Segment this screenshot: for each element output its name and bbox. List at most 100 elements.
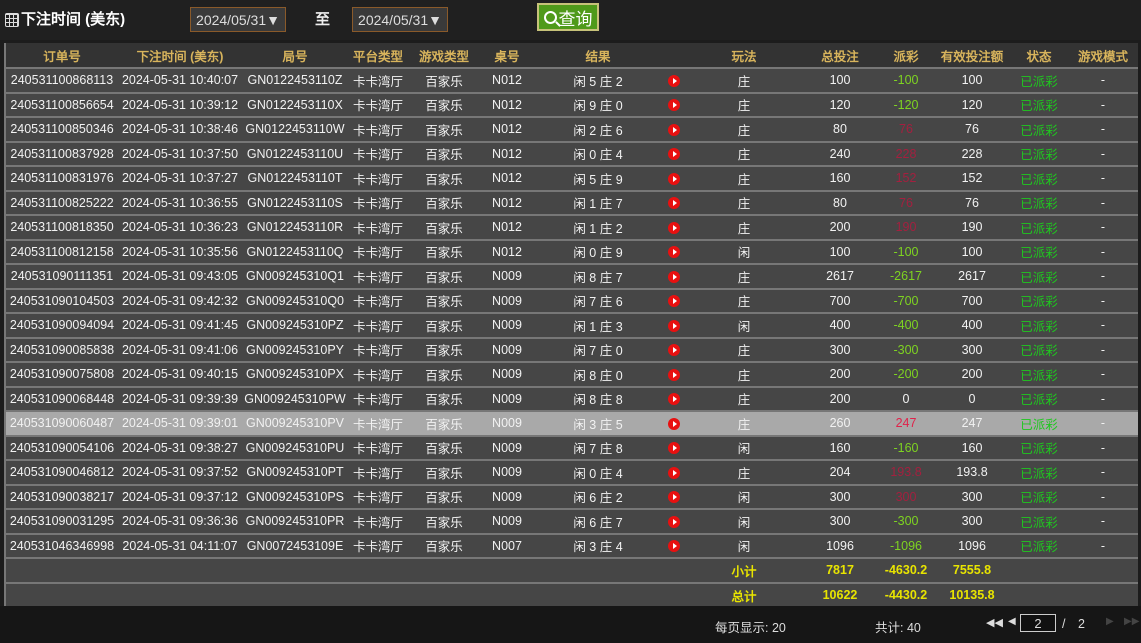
play-video-icon[interactable] bbox=[668, 74, 680, 87]
play-video-icon[interactable] bbox=[668, 99, 680, 112]
table-row[interactable]: 240531100831976 2024-05-31 10:37:27 GN0122… bbox=[6, 165, 1138, 191]
table-row[interactable]: 240531090104503 2024-05-31 09:42:32 GN0092… bbox=[6, 287, 1138, 313]
bet-time-cell: 2024-05-31 10:37:50 bbox=[118, 140, 242, 166]
round-id-cell: GN0122453110Q bbox=[242, 238, 348, 264]
summary-cell: 10135.8 bbox=[934, 581, 1010, 607]
column-header: 平台类型 bbox=[348, 43, 408, 68]
payout-cell: 152 bbox=[878, 165, 934, 191]
valid-bet-cell: 120 bbox=[934, 91, 1010, 117]
play-video-icon[interactable] bbox=[668, 197, 680, 210]
replay-cell bbox=[662, 189, 686, 215]
table-row[interactable]: 240531100812158 2024-05-31 10:35:56 GN0122… bbox=[6, 238, 1138, 264]
table-row[interactable]: 240531090111351 2024-05-31 09:43:05 GN0092… bbox=[6, 263, 1138, 289]
valid-bet-cell: 0 bbox=[934, 385, 1010, 411]
table-row[interactable]: 240531100868113 2024-05-31 10:40:07 GN0122… bbox=[6, 67, 1138, 93]
table-no-cell: N012 bbox=[480, 140, 534, 166]
play-video-icon[interactable] bbox=[668, 515, 680, 528]
game-type-cell: 百家乐 bbox=[408, 67, 480, 93]
bet-time-cell: 2024-05-31 04:11:07 bbox=[118, 532, 242, 558]
play-video-icon[interactable] bbox=[668, 246, 680, 259]
result-cell: 闲 8 庄 8 bbox=[534, 385, 662, 411]
summary-cell: 总计 bbox=[686, 581, 802, 607]
summary-cell bbox=[662, 557, 686, 583]
status-cell: 已派彩 bbox=[1010, 312, 1068, 338]
play-video-icon[interactable] bbox=[668, 221, 680, 234]
play-video-icon[interactable] bbox=[668, 172, 680, 185]
play-video-icon[interactable] bbox=[668, 466, 680, 479]
table-row[interactable]: 240531100837928 2024-05-31 10:37:50 GN0122… bbox=[6, 140, 1138, 166]
table-row[interactable]: 240531046346998 2024-05-31 04:11:07 GN0072… bbox=[6, 532, 1138, 558]
result-cell: 闲 3 庄 5 bbox=[534, 410, 662, 436]
replay-cell bbox=[662, 116, 686, 142]
search-icon bbox=[543, 10, 557, 24]
play-video-icon[interactable] bbox=[668, 319, 680, 332]
table-row[interactable]: 240531100856654 2024-05-31 10:39:12 GN0122… bbox=[6, 91, 1138, 117]
table-row[interactable]: 240531090068448 2024-05-31 09:39:39 GN0092… bbox=[6, 385, 1138, 411]
valid-bet-cell: 300 bbox=[934, 483, 1010, 509]
order-id-cell: 240531090060487 bbox=[6, 410, 118, 436]
play-video-icon[interactable] bbox=[668, 368, 680, 381]
table-row[interactable]: 240531090031295 2024-05-31 09:36:36 GN0092… bbox=[6, 508, 1138, 534]
pagination-bar: 每页显示: 20 共计: 40 ◀◀ ◀ / 2 ▶ ▶▶ bbox=[0, 606, 1141, 643]
round-id-cell: GN009245310PR bbox=[242, 508, 348, 534]
total-bet-cell: 204 bbox=[802, 459, 878, 485]
play-video-icon[interactable] bbox=[668, 270, 680, 283]
replay-cell bbox=[662, 287, 686, 313]
table-no-cell: N012 bbox=[480, 116, 534, 142]
table-no-cell: N009 bbox=[480, 434, 534, 460]
query-button[interactable]: 查询 bbox=[537, 3, 599, 31]
table-row[interactable]: 240531090085838 2024-05-31 09:41:06 GN0092… bbox=[6, 336, 1138, 362]
filter-bar: 下注时间 (美东) 2024/05/31▼ 至 2024/05/31▼ 查询 bbox=[0, 0, 1141, 40]
table-row[interactable]: 240531090046812 2024-05-31 09:37:52 GN0092… bbox=[6, 459, 1138, 485]
table-row[interactable]: 240531090060487 2024-05-31 09:39:01 GN0092… bbox=[6, 410, 1138, 436]
date-from-select[interactable]: 2024/05/31▼ bbox=[190, 7, 286, 32]
order-id-cell: 240531100818350 bbox=[6, 214, 118, 240]
table-header: 订单号 下注时间 (美东) 局号 平台类型 游戏类型 桌号 结果 玩法 总投注 派彩 有效投注额 状态… bbox=[6, 43, 1138, 68]
payout-cell: -160 bbox=[878, 434, 934, 460]
game-mode-cell: - bbox=[1068, 140, 1138, 166]
table-row[interactable]: 240531090054106 2024-05-31 09:38:27 GN0092… bbox=[6, 434, 1138, 460]
last-page-icon[interactable]: ▶▶ bbox=[1124, 616, 1140, 627]
table-row[interactable]: 240531100818350 2024-05-31 10:36:23 GN0122… bbox=[6, 214, 1138, 240]
page-input[interactable] bbox=[1020, 614, 1056, 632]
summary-cell bbox=[662, 581, 686, 607]
play-video-icon[interactable] bbox=[668, 123, 680, 136]
table-no-cell: N007 bbox=[480, 532, 534, 558]
status-cell: 已派彩 bbox=[1010, 410, 1068, 436]
first-page-icon[interactable]: ◀◀ bbox=[986, 617, 1003, 629]
bet-time-cell: 2024-05-31 09:37:12 bbox=[118, 483, 242, 509]
table-row[interactable]: 240531090094094 2024-05-31 09:41:45 GN0092… bbox=[6, 312, 1138, 338]
play-video-icon[interactable] bbox=[668, 295, 680, 308]
table-row[interactable]: 240531090075808 2024-05-31 09:40:15 GN0092… bbox=[6, 361, 1138, 387]
play-video-icon[interactable] bbox=[668, 491, 680, 504]
next-page-icon[interactable]: ▶ bbox=[1106, 616, 1114, 627]
order-id-cell: 240531090075808 bbox=[6, 361, 118, 387]
table-no-cell: N009 bbox=[480, 336, 534, 362]
table-row[interactable]: 240531100850346 2024-05-31 10:38:46 GN0122… bbox=[6, 116, 1138, 142]
summary-cell bbox=[480, 557, 534, 583]
bet-type-cell: 庄 bbox=[686, 165, 802, 191]
game-mode-cell: - bbox=[1068, 67, 1138, 93]
play-video-icon[interactable] bbox=[668, 417, 680, 430]
valid-bet-cell: 193.8 bbox=[934, 459, 1010, 485]
prev-page-icon[interactable]: ◀ bbox=[1008, 616, 1016, 627]
status-cell: 已派彩 bbox=[1010, 116, 1068, 142]
bet-table: 订单号 下注时间 (美东) 局号 平台类型 游戏类型 桌号 结果 玩法 总投注 派彩 有效投注额 状态… bbox=[4, 43, 1138, 607]
play-video-icon[interactable] bbox=[668, 344, 680, 357]
play-video-icon[interactable] bbox=[668, 442, 680, 455]
payout-cell: -100 bbox=[878, 67, 934, 93]
table-row[interactable]: 240531090038217 2024-05-31 09:37:12 GN0092… bbox=[6, 483, 1138, 509]
game-type-cell: 百家乐 bbox=[408, 263, 480, 289]
payout-cell: 193.8 bbox=[878, 459, 934, 485]
result-cell: 闲 7 庄 6 bbox=[534, 287, 662, 313]
order-id-cell: 240531100868113 bbox=[6, 67, 118, 93]
valid-bet-cell: 152 bbox=[934, 165, 1010, 191]
summary-cell bbox=[408, 581, 480, 607]
play-video-icon[interactable] bbox=[668, 148, 680, 161]
table-row[interactable]: 240531100825222 2024-05-31 10:36:55 GN0122… bbox=[6, 189, 1138, 215]
play-video-icon[interactable] bbox=[668, 393, 680, 406]
play-video-icon[interactable] bbox=[668, 540, 680, 553]
round-id-cell: GN0122453110W bbox=[242, 116, 348, 142]
bet-time-cell: 2024-05-31 09:40:15 bbox=[118, 361, 242, 387]
date-to-select[interactable]: 2024/05/31▼ bbox=[352, 7, 448, 32]
